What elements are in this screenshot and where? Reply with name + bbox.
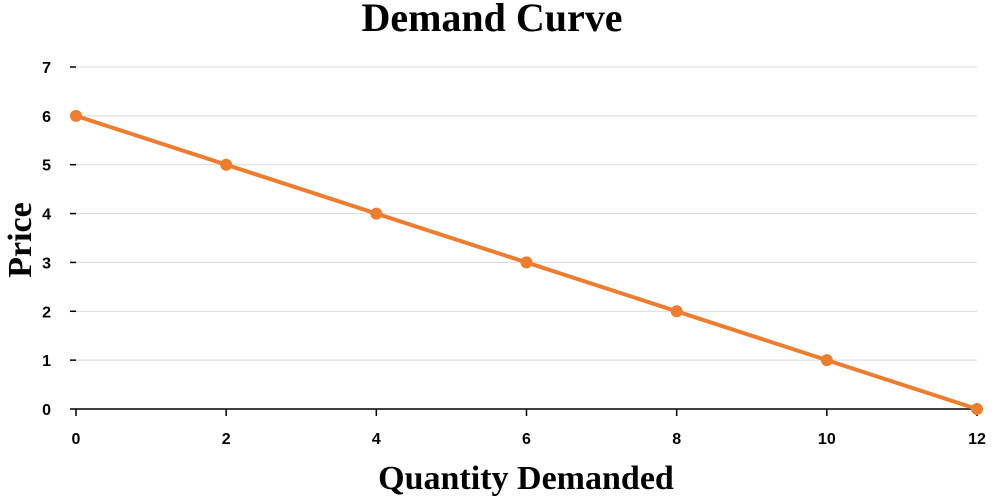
x-tick-label-4: 4 [372,431,381,448]
y-tick-label-6: 6 [42,109,51,126]
y-tick-label-4: 4 [42,207,51,224]
labels-layer: Demand Curve Quantity Demanded Price [2,0,674,497]
y-tick-label-5: 5 [42,158,51,175]
grid-layer [76,66,977,361]
data-point-6-3 [520,256,533,269]
y-tick-label-1: 1 [42,353,51,370]
x-axis-title: Quantity Demanded [378,460,674,497]
x-tick-label-10: 10 [818,431,836,448]
data-point-8-2 [670,305,683,318]
chart-title: Demand Curve [361,0,622,40]
series-layer [70,109,983,415]
x-tick-label-0: 0 [72,431,81,448]
x-tick-label-8: 8 [672,431,681,448]
data-point-0-6 [70,109,82,122]
data-point-4-4 [370,207,383,220]
y-tick-label-7: 7 [42,60,51,77]
x-tick-label-12: 12 [968,431,986,448]
y-tick-label-0: 0 [42,402,51,419]
data-point-12-0 [971,403,983,415]
y-axis-title: Price [2,202,39,278]
data-point-2-5 [220,158,233,171]
x-tick-label-6: 6 [522,431,531,448]
y-tick-label-2: 2 [42,304,51,321]
y-tick-label-3: 3 [42,255,51,272]
data-point-10-1 [820,354,833,367]
x-tick-label-2: 2 [222,431,231,448]
